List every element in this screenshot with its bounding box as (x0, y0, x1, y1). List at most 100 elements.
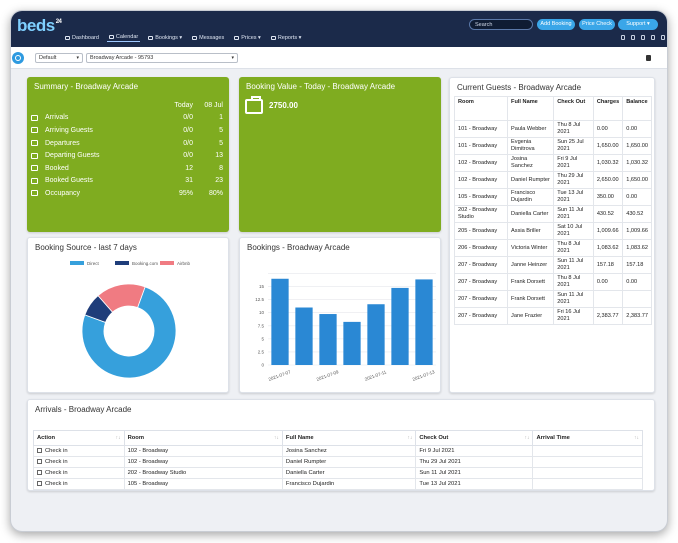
guests-cell: Evgenia Dimitrova (507, 137, 555, 155)
checkin-checkbox[interactable] (37, 470, 42, 476)
x-tick-label: 2021-07-11 (364, 369, 387, 382)
reports-icon (270, 35, 276, 40)
checkin-checkbox[interactable] (37, 459, 42, 465)
arrivals-cell[interactable]: Check in (33, 456, 125, 469)
guests-cell: 1,650.00 (622, 171, 652, 189)
app-logo[interactable]: beds24 (17, 16, 62, 35)
sort-icon[interactable]: ↑↓ (524, 435, 530, 441)
lock-icon[interactable] (646, 55, 651, 61)
y-tick-label: 2.5 (258, 349, 265, 354)
guests-cell: Assia Briller (507, 222, 555, 240)
arrivals-cell: Fri 9 Jul 2021 (415, 444, 534, 458)
bar-2021-07-11[interactable] (367, 304, 385, 365)
guests-cell: 102 - Broadway (453, 171, 509, 189)
nav-item-calendar[interactable]: Calendar (106, 33, 141, 42)
user-icon[interactable] (661, 35, 665, 40)
nav-label: Prices ▾ (241, 34, 261, 41)
summary-row-label: Booked Guests (45, 177, 93, 185)
guests-header[interactable]: Room (453, 96, 509, 121)
booking-source-title: Booking Source - last 7 days (35, 243, 137, 252)
legend-label-2: Airbnb (177, 261, 191, 266)
bar-2021-07-08[interactable] (295, 307, 313, 365)
guests-row[interactable]: 101 - Broadway Paula Webber Thu 8 Jul 2021… (453, 120, 652, 138)
search-input[interactable]: Search (469, 19, 533, 30)
guests-cell (592, 290, 624, 308)
arrivals-cell[interactable]: Check in (33, 467, 125, 480)
bookings-bar-chart: 0 2.5 5 7.5 10 12.5 15 2021-07-07 2021-07-09 2021… (255, 273, 436, 382)
pie-slice-direct[interactable] (81, 286, 177, 379)
checkin-checkbox[interactable] (37, 481, 42, 487)
view-toggle-icon[interactable] (12, 52, 24, 64)
legend-swatch-2 (160, 261, 174, 265)
guests-header[interactable]: Charges (592, 96, 624, 121)
guests-header[interactable]: Full Name (507, 96, 555, 121)
add-booking-button[interactable]: Add Booking (537, 19, 575, 30)
arrivals-header[interactable]: Action ↑↓ (33, 430, 125, 446)
guests-cell: Sun 11 Jul 2021 (553, 290, 594, 308)
summary-title: Summary - Broadway Arcade (34, 82, 139, 91)
arrivals-header[interactable]: Arrival Time ↑↓ (532, 430, 643, 446)
checkin-checkbox[interactable] (37, 448, 42, 453)
support-button[interactable]: Support ▾ (618, 19, 658, 30)
summary-row: Arriving Guests 0/0 5 (31, 124, 223, 137)
guests-cell: Thu 8 Jul 2021 (553, 120, 594, 138)
booking-source-card: Booking Source - last 7 days Direct Booki… (27, 237, 229, 393)
settings-icon[interactable] (651, 35, 655, 40)
guests-row[interactable]: 206 - Broadway Victoria Winter Thu 8 Jul 2… (453, 239, 652, 257)
guests-row[interactable]: 207 - Broadway Jane Frazier Fri 16 Jul 202… (453, 307, 652, 325)
mobile-icon[interactable] (621, 35, 625, 40)
guests-row[interactable]: 105 - Broadway Francisco Dujardin Tue 13 J… (453, 188, 652, 206)
summary-col-today: Today (174, 101, 193, 109)
guests-row[interactable]: 101 - Broadway Evgenia Dimitrova Sun 25 Ju… (453, 137, 652, 155)
app-window: beds24 Dashboard Calendar Bookings ▾ Messag… (10, 10, 668, 532)
arrivals-header[interactable]: Check Out ↑↓ (415, 430, 534, 446)
nav-item-bookings[interactable]: Bookings ▾ (146, 33, 184, 42)
bar-2021-07-07[interactable] (271, 278, 289, 365)
property-select[interactable]: Broadway Arcade - 95793 ▾ (86, 53, 238, 63)
booked-icon (31, 165, 38, 172)
nav-item-messages[interactable]: Messages (190, 33, 226, 42)
nav-item-dashboard[interactable]: Dashboard (63, 33, 101, 42)
price-check-button[interactable]: Price Check (579, 19, 615, 30)
arrivals-cell[interactable]: Check in (33, 478, 125, 490)
tablet-icon[interactable] (631, 35, 635, 40)
bar-2021-07-12[interactable] (391, 287, 409, 365)
bar-2021-07-13[interactable] (415, 279, 433, 365)
guests-header[interactable]: Balance (622, 96, 652, 121)
sort-icon[interactable]: ↑↓ (634, 435, 639, 441)
guests-row[interactable]: 102 - Broadway Daniel Rumpter Thu 29 Jul 2… (453, 171, 652, 189)
guests-cell: 0.00 (622, 188, 652, 206)
summary-row-today: 0/0 (183, 126, 193, 134)
nav-item-reports[interactable]: Reports ▾ (269, 33, 304, 42)
summary-row-today: 12 (185, 164, 193, 172)
sort-icon[interactable]: ↑↓ (407, 435, 413, 441)
y-tick-label: 7.5 (258, 323, 265, 328)
guests-row[interactable]: 102 - Broadway Josina Sanchez Fri 9 Jul 20… (453, 154, 652, 172)
view-select[interactable]: Default ▾ (35, 53, 83, 63)
calendar-icon[interactable] (641, 35, 645, 40)
guests-row[interactable]: 207 - Broadway Frank Dorsett Sun 11 Jul 20… (453, 290, 652, 308)
guests-cell: Sun 11 Jul 2021 (553, 256, 594, 274)
summary-row-today: 0/0 (183, 139, 193, 147)
guests-cell: 207 - Broadway (453, 273, 509, 291)
guests-cell: Thu 29 Jul 2021 (553, 171, 594, 189)
arrivals-cell[interactable]: Check in (33, 444, 125, 458)
summary-row-label: Booked (45, 164, 69, 172)
guests-header[interactable]: Check Out (553, 96, 594, 121)
pie-slice-airbnb[interactable] (97, 283, 146, 313)
nav-label: Messages (199, 34, 225, 41)
guests-row[interactable]: 207 - Broadway Janne Heinzer Sun 11 Jul 20… (453, 256, 652, 274)
sort-icon[interactable]: ↑↓ (115, 435, 121, 441)
briefcase-icon (245, 96, 263, 114)
y-tick-label: 0 (261, 363, 264, 368)
sort-icon[interactable]: ↑↓ (273, 435, 279, 441)
guests-row[interactable]: 205 - Broadway Assia Briller Sat 10 Jul 20… (453, 222, 652, 240)
bar-2021-07-10[interactable] (343, 321, 361, 365)
guests-row[interactable]: 202 - Broadway Studio Daniella Carter Sun … (453, 205, 652, 223)
bar-2021-07-09[interactable] (319, 314, 337, 365)
arrivals-header[interactable]: Room ↑↓ (123, 430, 283, 446)
guests-row[interactable]: 207 - Broadway Frank Dorsett Thu 8 Jul 202… (453, 273, 652, 291)
arrivals-header[interactable]: Full Name ↑↓ (281, 430, 417, 446)
nav-item-prices[interactable]: Prices ▾ (232, 33, 263, 42)
arrivals-title: Arrivals - Broadway Arcade (35, 405, 132, 414)
